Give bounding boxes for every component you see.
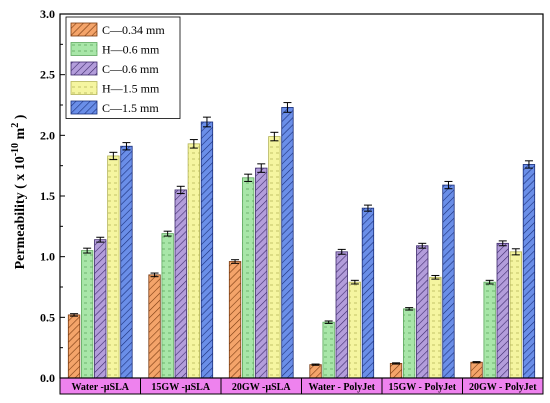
error-bars-layer <box>70 102 533 366</box>
legend-label: H—1.5 mm <box>102 82 160 96</box>
bar <box>268 136 281 379</box>
legend-label: C—0.34 mm <box>102 23 165 37</box>
bar <box>442 184 455 379</box>
y-tick-label: 3.0 <box>40 7 55 21</box>
y-tick-label: 0.0 <box>40 371 55 385</box>
y-tick-label: 2.5 <box>40 68 55 82</box>
bar <box>161 233 174 379</box>
bar <box>389 363 403 379</box>
legend-swatch <box>70 100 98 115</box>
category-label: Water -µSLA <box>71 382 129 393</box>
y-tick-label: 1.0 <box>40 250 55 264</box>
bar <box>483 281 496 379</box>
bar <box>107 155 120 379</box>
bar <box>335 251 348 379</box>
legend-swatch <box>70 81 98 95</box>
bar <box>348 281 362 379</box>
bar <box>187 143 201 379</box>
bar <box>522 164 536 379</box>
y-axis: 0.0 0.5 1.0 1.5 2.0 2.5 3.0 <box>40 7 65 385</box>
bar <box>402 308 416 379</box>
legend-swatch <box>70 22 98 37</box>
bar <box>120 145 133 379</box>
category-label-row: Water -µSLA 15GW -µSLA 20GW -µSLA Water - P… <box>59 377 544 395</box>
bar <box>496 242 509 379</box>
legend-label: C—0.6 mm <box>102 62 159 76</box>
y-tick-label: 1.5 <box>40 189 55 203</box>
category-label: 20GW - PolyJet <box>469 382 537 393</box>
bar <box>322 321 335 379</box>
bar <box>309 364 322 379</box>
bar <box>255 167 268 379</box>
bar <box>281 107 294 379</box>
category-label: 15GW -µSLA <box>151 382 210 393</box>
bar <box>174 189 187 379</box>
y-tick-label: 2.0 <box>40 128 55 142</box>
category-label: Water - PolyJet <box>309 382 376 393</box>
bar <box>361 207 375 379</box>
bar <box>67 314 81 379</box>
category-label: 20GW -µSLA <box>232 382 291 393</box>
bar <box>470 361 483 379</box>
legend-label: H—0.6 mm <box>102 43 160 57</box>
bars-layer <box>67 107 536 379</box>
plot-frame <box>59 13 544 379</box>
bar <box>241 177 255 379</box>
legend-label: C—1.5 mm <box>102 101 159 115</box>
bar <box>429 276 442 379</box>
y-axis-title: Permeability ( x 10-10 m2 ) <box>10 114 28 269</box>
bar <box>200 121 214 379</box>
category-label: 15GW - PolyJet <box>388 382 456 393</box>
bar <box>148 274 161 379</box>
bar <box>509 251 523 379</box>
legend-swatch <box>70 42 98 56</box>
legend: C—0.34 mm H—0.6 mm C—0.6 mm H—1.5 mm C—1.5 m… <box>65 16 181 119</box>
bar <box>416 245 429 379</box>
bar <box>228 261 242 379</box>
bar <box>81 250 94 379</box>
bar <box>94 239 107 379</box>
legend-swatch <box>70 61 98 76</box>
y-tick-label: 0.5 <box>40 310 55 324</box>
